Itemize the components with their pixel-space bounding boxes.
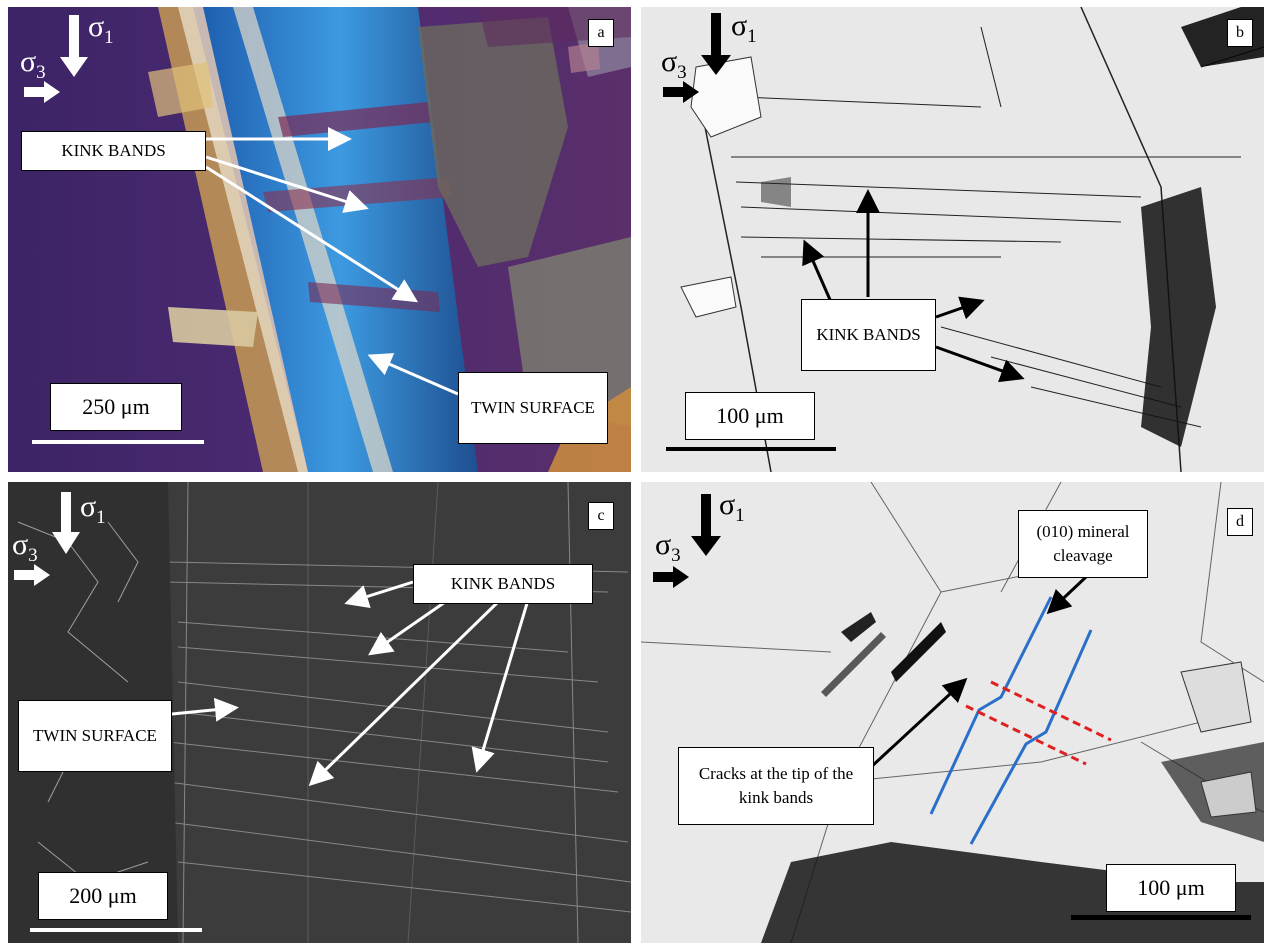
pointer-arrow xyxy=(1046,575,1088,615)
sigma3-arrow xyxy=(24,87,46,97)
panel-b-overlay xyxy=(663,13,1025,451)
cleavage-line xyxy=(929,596,1053,815)
sigma1-arrow xyxy=(61,492,71,534)
sigma3-label: σ3 xyxy=(661,45,687,83)
sigma1-label: σ1 xyxy=(88,10,114,48)
scale-label: 100 μm xyxy=(1106,864,1236,912)
pointer-arrow xyxy=(869,677,968,769)
kink-boundary xyxy=(965,704,1087,766)
pointer-arrow xyxy=(205,165,419,303)
kink-bands-label: KINK BANDS xyxy=(801,299,936,371)
cleavage-line xyxy=(969,629,1093,845)
pointer-arrow xyxy=(171,697,239,722)
panel-letter: c xyxy=(588,502,614,530)
sigma1-label: σ1 xyxy=(731,9,757,47)
twin-surface-label: TWIN SURFACE xyxy=(458,372,608,444)
sigma1-label: σ1 xyxy=(719,488,745,526)
scale-bar xyxy=(666,447,836,451)
panel-d: σ1 σ3 d (010) mineral cleavage Cracks at… xyxy=(641,482,1264,943)
sigma1-arrow xyxy=(69,15,79,59)
panel-c-overlay xyxy=(14,492,530,932)
panel-letter: b xyxy=(1227,19,1253,47)
pointer-arrow xyxy=(935,345,1025,383)
sigma3-label: σ3 xyxy=(20,45,46,83)
sigma1-arrow xyxy=(701,494,711,538)
cracks-label: Cracks at the tip of the kink bands xyxy=(678,747,874,825)
panel-c: σ1 σ3 c KINK BANDS TWIN SURFACE 200 μm xyxy=(8,482,631,943)
cleavage-label: (010) mineral cleavage xyxy=(1018,510,1148,578)
panel-a-overlay xyxy=(24,15,459,444)
pointer-arrow xyxy=(471,599,530,773)
scale-label: 200 μm xyxy=(38,872,168,920)
sigma1-arrow xyxy=(711,13,721,57)
pointer-arrow xyxy=(344,580,414,608)
pointer-arrow xyxy=(802,239,833,303)
pointer-arrow xyxy=(368,598,449,656)
pointer-arrow xyxy=(367,353,459,396)
pointer-arrow xyxy=(205,155,369,213)
scale-label: 250 μm xyxy=(50,383,182,431)
twin-surface-label: TWIN SURFACE xyxy=(18,700,172,772)
scale-label: 100 μm xyxy=(685,392,815,440)
scale-bar xyxy=(1071,915,1251,920)
sigma3-label: σ3 xyxy=(655,528,681,566)
scale-bar xyxy=(32,440,204,444)
sigma3-arrow xyxy=(14,570,36,580)
panel-letter: a xyxy=(588,19,614,47)
panel-b: σ1 σ3 b KINK BANDS 100 μm xyxy=(641,7,1264,472)
kink-bands-label: KINK BANDS xyxy=(413,564,593,604)
panel-a: σ1 σ3 a KINK BANDS TWIN SURFACE 250 μm xyxy=(8,7,631,472)
pointer-arrow xyxy=(308,600,500,787)
sigma3-label: σ3 xyxy=(12,528,38,566)
pointer-arrow xyxy=(935,296,985,320)
panel-d-overlay xyxy=(653,494,1251,920)
panel-letter: d xyxy=(1227,508,1253,536)
sigma3-arrow xyxy=(653,572,675,582)
kink-bands-label: KINK BANDS xyxy=(21,131,206,171)
sigma3-arrow xyxy=(663,87,685,97)
scale-bar xyxy=(30,928,202,932)
kink-boundary xyxy=(990,680,1112,742)
sigma1-label: σ1 xyxy=(80,490,106,528)
